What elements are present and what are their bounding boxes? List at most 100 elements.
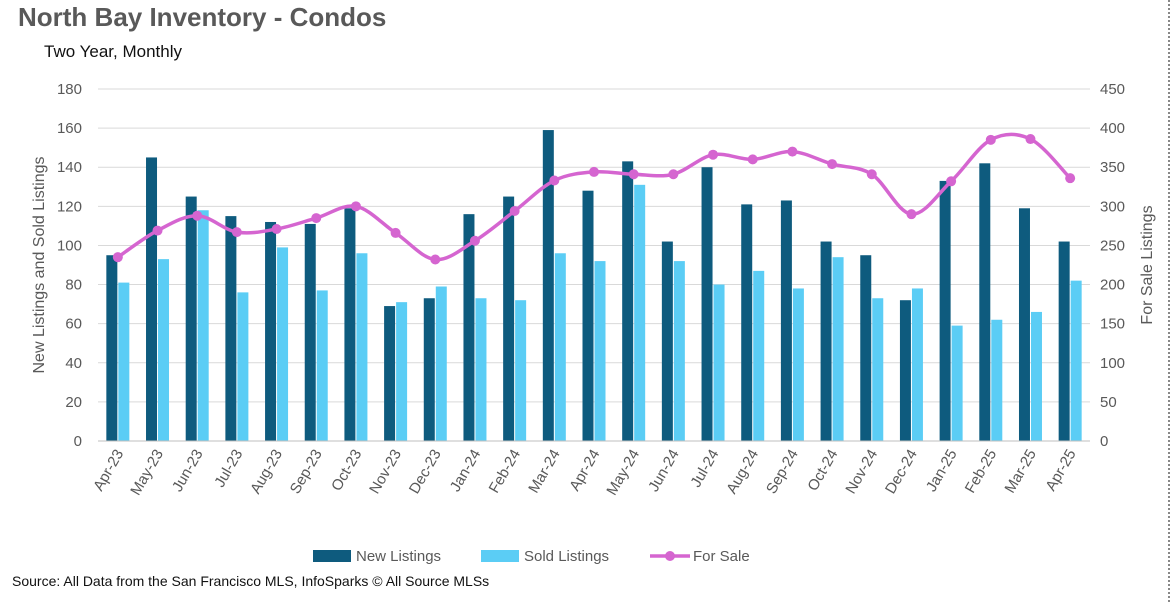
sold-listings-bar [158, 259, 170, 441]
for-sale-marker [906, 209, 917, 220]
sold-listings-bar [118, 282, 130, 441]
new-listings-bar [820, 241, 832, 441]
sold-listings-bar [475, 298, 487, 441]
x-tick-label: May-24 [603, 447, 643, 499]
y-tick-label: 140 [57, 159, 82, 176]
y2-tick-label: 450 [1100, 81, 1125, 98]
for-sale-marker [985, 134, 996, 145]
for-sale-line [116, 132, 1072, 262]
for-sale-marker [430, 254, 441, 265]
new-listings-bar [661, 241, 673, 441]
for-sale-marker [747, 154, 758, 165]
y-tick-label: 160 [57, 120, 82, 137]
for-sale-marker [1025, 134, 1036, 145]
for-sale-marker [152, 225, 163, 236]
chart-title: North Bay Inventory - Condos [18, 2, 387, 32]
for-sale-marker [946, 176, 957, 187]
x-tick-label: Feb-25 [962, 447, 1000, 497]
sold-listings-bar [594, 261, 606, 441]
sold-listings-bar [792, 288, 804, 441]
for-sale-marker [866, 169, 877, 180]
for-sale-marker [787, 146, 798, 157]
for-sale-marker [1065, 173, 1076, 184]
x-tick-label: Oct-23 [328, 447, 365, 494]
for-sale-marker [628, 169, 639, 180]
bar-series [106, 130, 1082, 442]
sold-listings-bar [356, 253, 368, 441]
y-tick-label: 0 [74, 433, 82, 450]
new-listings-bar [582, 190, 594, 441]
x-tick-label: Apr-24 [566, 447, 603, 494]
x-tick-label: Sep-24 [763, 447, 802, 497]
sold-listings-bar [634, 184, 646, 442]
x-tick-label: Apr-23 [90, 447, 127, 494]
y-tick-label: 60 [65, 316, 82, 333]
for-sale-marker [509, 206, 520, 217]
x-tick-label: Nov-24 [842, 447, 881, 497]
new-listings-bar [1018, 208, 1030, 441]
y2-tick-label: 200 [1100, 277, 1125, 294]
x-tick-label: Jun-24 [645, 447, 683, 495]
new-listings-bar [384, 306, 396, 441]
new-listings-bar [503, 196, 515, 441]
sold-listings-bar [713, 284, 725, 441]
for-sale-marker [350, 201, 361, 212]
legend-label-sold-listings: Sold Listings [524, 548, 609, 565]
x-tick-label: May-23 [127, 447, 167, 499]
sold-listings-bar [554, 253, 566, 441]
line-series [112, 132, 1076, 265]
sold-listings-bar [951, 325, 963, 441]
x-tick-label: Oct-24 [804, 447, 841, 494]
for-sale-marker [112, 252, 123, 263]
for-sale-marker [549, 175, 560, 186]
x-tick-label: Dec-23 [406, 447, 445, 497]
x-tick-label: Jul-24 [687, 447, 722, 491]
for-sale-marker [311, 213, 322, 224]
new-listings-bar [860, 255, 872, 441]
new-listings-bar [542, 130, 554, 442]
new-listings-bar [899, 300, 911, 441]
y2-tick-label: 400 [1100, 120, 1125, 137]
x-tick-label: Jun-23 [169, 447, 207, 495]
legend: New Listings Sold Listings For Sale [313, 548, 750, 565]
new-listings-bar [701, 167, 713, 441]
y2-tick-label: 250 [1100, 237, 1125, 254]
sold-listings-bar [515, 300, 527, 441]
for-sale-marker [668, 169, 679, 180]
sold-listings-bar [991, 319, 1003, 441]
new-listings-bar [265, 221, 277, 441]
y2-tick-label: 0 [1100, 433, 1108, 450]
y-axis-title: New Listings and Sold Listings [31, 156, 48, 373]
x-tick-label: Mar-25 [1001, 447, 1039, 497]
sold-listings-bar [237, 292, 249, 441]
y-tick-label: 180 [57, 81, 82, 98]
y2-axis-title: For Sale Listings [1139, 205, 1156, 324]
legend-swatch-sold-listings [481, 550, 519, 562]
for-sale-marker [708, 149, 719, 160]
legend-label-new-listings: New Listings [356, 548, 441, 565]
legend-swatch-new-listings [313, 550, 351, 562]
for-sale-marker [231, 227, 242, 238]
for-sale-marker [390, 227, 401, 238]
y-tick-label: 100 [57, 237, 82, 254]
sold-listings-bar [673, 261, 685, 441]
new-listings-bar [741, 204, 753, 441]
x-tick-label: Sep-23 [287, 447, 326, 497]
y2-tick-label: 50 [1100, 394, 1117, 411]
sold-listings-bar [872, 298, 884, 441]
for-sale-marker [589, 166, 599, 177]
y2-tick-label: 350 [1100, 159, 1125, 176]
new-listings-bar [979, 163, 991, 442]
x-tick-label: Nov-23 [366, 447, 405, 497]
y2-tick-label: 300 [1100, 198, 1125, 215]
x-tick-label: Jul-23 [211, 447, 246, 491]
sold-listings-bar [277, 247, 289, 441]
new-listings-bar [780, 200, 792, 441]
legend-marker-for-sale [665, 551, 675, 561]
x-tick-label: Dec-24 [882, 447, 921, 497]
for-sale-marker [827, 159, 838, 170]
y-tick-label: 40 [65, 355, 82, 372]
chart-subtitle: Two Year, Monthly [44, 42, 182, 61]
sold-listings-bar [832, 257, 844, 441]
